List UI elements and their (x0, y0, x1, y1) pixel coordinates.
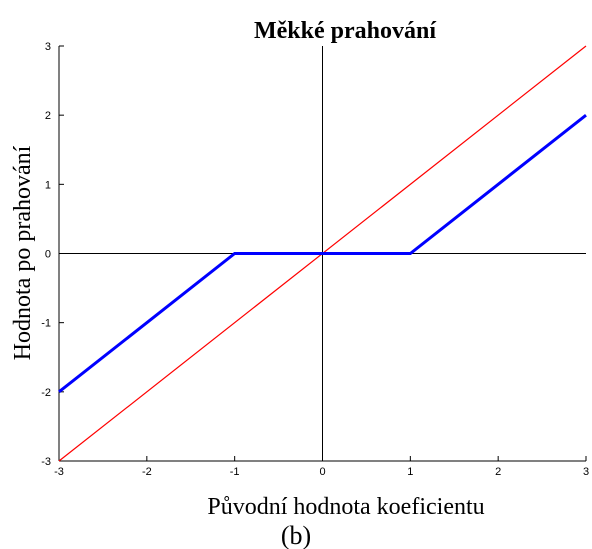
chart-title: Měkké prahování (254, 18, 436, 44)
x-tick-label: -1 (230, 466, 240, 478)
y-tick-label: 1 (45, 179, 51, 191)
x-tick-label: -2 (142, 466, 152, 478)
x-tick-label: -3 (54, 466, 64, 478)
x-tick-label: 0 (319, 466, 325, 478)
line-series (58, 113, 587, 394)
y-tick-label: 0 (45, 249, 51, 261)
x-tick-label: 2 (495, 466, 501, 478)
x-axis-label: Původní hodnota koeficientu (207, 494, 484, 520)
y-tick-label: -2 (41, 387, 51, 399)
x-tick-label: 3 (583, 466, 589, 478)
y-tick-label: 2 (45, 110, 51, 122)
caption: (b) (281, 521, 311, 549)
y-tick-label: -1 (41, 318, 51, 330)
x-tick-label: 1 (407, 466, 413, 478)
y-tick-label: 3 (45, 41, 51, 53)
y-tick-label: -3 (41, 456, 51, 468)
y-axis-label: Hodnota po prahování (10, 145, 36, 360)
